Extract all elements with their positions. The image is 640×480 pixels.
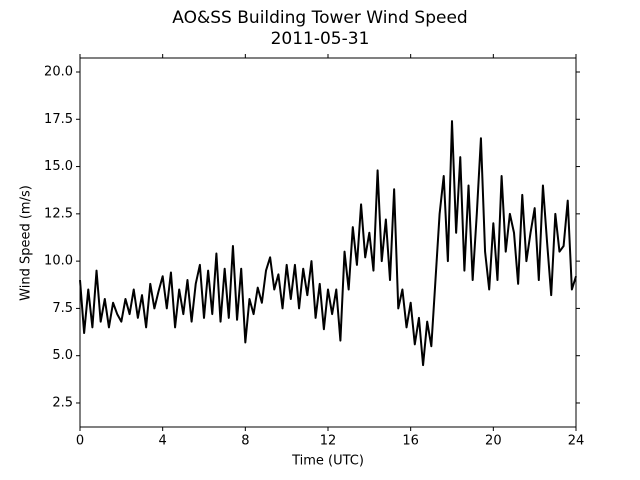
x-tick-label: 4 (159, 434, 167, 449)
y-tick-label: 2.5 (52, 395, 73, 410)
data-line (79, 120, 577, 367)
x-tick-label: 12 (320, 434, 337, 449)
x-tick-label: 8 (241, 434, 249, 449)
x-tick-label: 20 (485, 434, 502, 449)
y-tick-label: 17.5 (44, 112, 73, 127)
x-tick-label: 24 (568, 434, 585, 449)
y-tick-label: 5.0 (52, 348, 73, 363)
x-tick-label: 0 (76, 434, 84, 449)
x-tick-label: 16 (402, 434, 419, 449)
chart-subtitle: 2011-05-31 (271, 29, 370, 49)
y-tick-label: 15.0 (44, 159, 73, 174)
y-axis-label: Wind Speed (m/s) (19, 185, 34, 301)
y-tick-label: 10.0 (44, 254, 73, 269)
chart-title: AO&SS Building Tower Wind Speed (172, 8, 467, 28)
plot-frame (79, 57, 577, 428)
y-tick-label: 20.0 (44, 64, 73, 79)
x-axis-label: Time (UTC) (291, 454, 364, 469)
y-tick-label: 12.5 (44, 206, 73, 221)
y-tick-label: 7.5 (52, 301, 73, 316)
